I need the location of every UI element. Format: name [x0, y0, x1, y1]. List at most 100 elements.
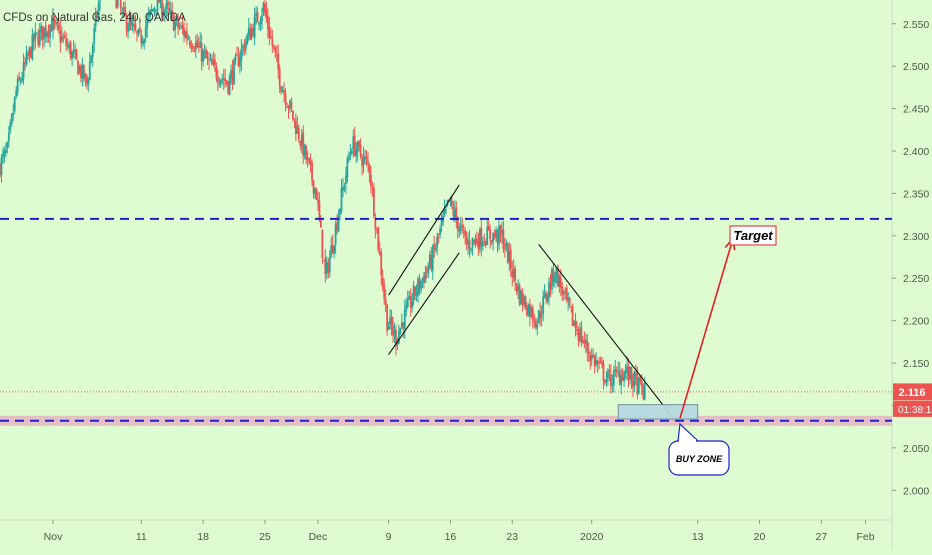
candle-body	[590, 354, 593, 360]
candle-body	[202, 51, 205, 62]
candle-body	[231, 69, 234, 83]
candle-body	[614, 369, 617, 372]
candle-body	[640, 381, 643, 388]
candle-body	[317, 199, 319, 203]
candle-body	[417, 278, 419, 295]
candle-body	[374, 217, 377, 229]
candle-body	[165, 3, 168, 9]
time-tick-label: 27	[816, 531, 828, 543]
candle-body	[253, 16, 256, 38]
candle-body	[236, 54, 238, 56]
candle-body	[27, 53, 29, 56]
candle-body	[473, 239, 475, 241]
candle-body	[32, 34, 35, 42]
candle-body	[367, 160, 369, 165]
price-tick-label: 2.400	[903, 146, 929, 158]
candle-body	[246, 34, 249, 44]
candle-body	[315, 188, 318, 200]
candle-body	[21, 78, 23, 81]
candle-body	[4, 149, 7, 153]
candle-body	[328, 256, 331, 273]
candle-body	[25, 52, 28, 64]
candle-body	[364, 156, 366, 158]
candle-body	[278, 68, 281, 86]
candle-body	[99, 0, 101, 1]
candle-body	[121, 10, 124, 12]
candle-body	[30, 47, 32, 58]
candle-body	[387, 326, 390, 330]
candle-body	[339, 208, 341, 215]
candle-body	[414, 286, 416, 296]
time-tick-label: 16	[445, 531, 457, 543]
candle-body	[515, 283, 518, 291]
symbol-title[interactable]: CFDs on Natural Gas, 240, OANDA	[3, 12, 186, 24]
candle-body	[478, 229, 481, 250]
candle-body	[403, 309, 406, 329]
candle-body	[147, 14, 150, 17]
candle-body	[399, 327, 402, 334]
candle-body	[128, 19, 131, 31]
candle-body	[269, 36, 272, 38]
candle-body	[119, 0, 122, 9]
candle-body	[467, 241, 469, 246]
candle-body	[576, 329, 578, 332]
candle-body	[69, 42, 72, 59]
time-axis[interactable]: Nov 11 18 25 Dec 9 16 23 2020 13 20 27 Feb	[44, 520, 875, 543]
candle-body	[381, 277, 384, 288]
candle-body	[427, 266, 430, 274]
price-tick-label: 2.500	[903, 61, 929, 73]
candle-body	[390, 316, 393, 328]
last-price-marker: 2.116 01:38:18	[893, 383, 932, 417]
candle-body	[225, 80, 228, 84]
candle-body	[634, 372, 637, 377]
candle-body	[268, 26, 271, 38]
candle-body	[436, 236, 439, 248]
buy-zone-box[interactable]	[617, 404, 699, 420]
candle-body	[146, 18, 149, 28]
candle-body	[264, 3, 266, 13]
candle-body	[611, 383, 614, 385]
candle-body	[68, 44, 71, 49]
candle-body	[172, 14, 175, 31]
candle-body	[215, 66, 218, 78]
candle-body	[175, 17, 178, 21]
candle-body	[96, 14, 99, 17]
candle-body	[289, 100, 291, 109]
candle-body	[415, 292, 418, 297]
candle-body	[197, 46, 200, 48]
candle-body	[529, 304, 531, 318]
candle-body	[445, 206, 447, 208]
candle-body	[216, 77, 219, 83]
candle-body	[62, 37, 65, 39]
candle-body	[534, 320, 537, 328]
candle-body	[135, 31, 138, 33]
candle-body	[636, 374, 639, 395]
candle-body	[464, 230, 467, 237]
candle-body	[395, 329, 397, 346]
candle-body	[241, 45, 244, 48]
candle-body	[618, 371, 621, 384]
candle-body	[38, 30, 41, 46]
candle-body	[526, 308, 528, 316]
candle-body	[41, 25, 44, 41]
price-tick-label: 2.000	[903, 485, 929, 497]
candle-body	[134, 23, 137, 30]
candle-body	[281, 90, 284, 93]
candle-body	[239, 59, 241, 67]
candle-body	[559, 277, 562, 288]
candle-body	[540, 315, 543, 317]
candle-body	[144, 27, 147, 38]
candle-body	[72, 49, 75, 52]
target-annotation[interactable]: Target	[729, 225, 777, 246]
candle-body	[293, 118, 296, 120]
forecast-arrow[interactable]	[679, 238, 734, 419]
candle-body	[629, 366, 631, 379]
buy-zone-callout[interactable]: BUY ZONE	[668, 422, 730, 476]
candle-body	[468, 240, 471, 249]
candle-body	[219, 79, 222, 85]
candle-body	[43, 28, 46, 38]
candle-body	[615, 369, 618, 372]
candle-body	[283, 90, 285, 94]
